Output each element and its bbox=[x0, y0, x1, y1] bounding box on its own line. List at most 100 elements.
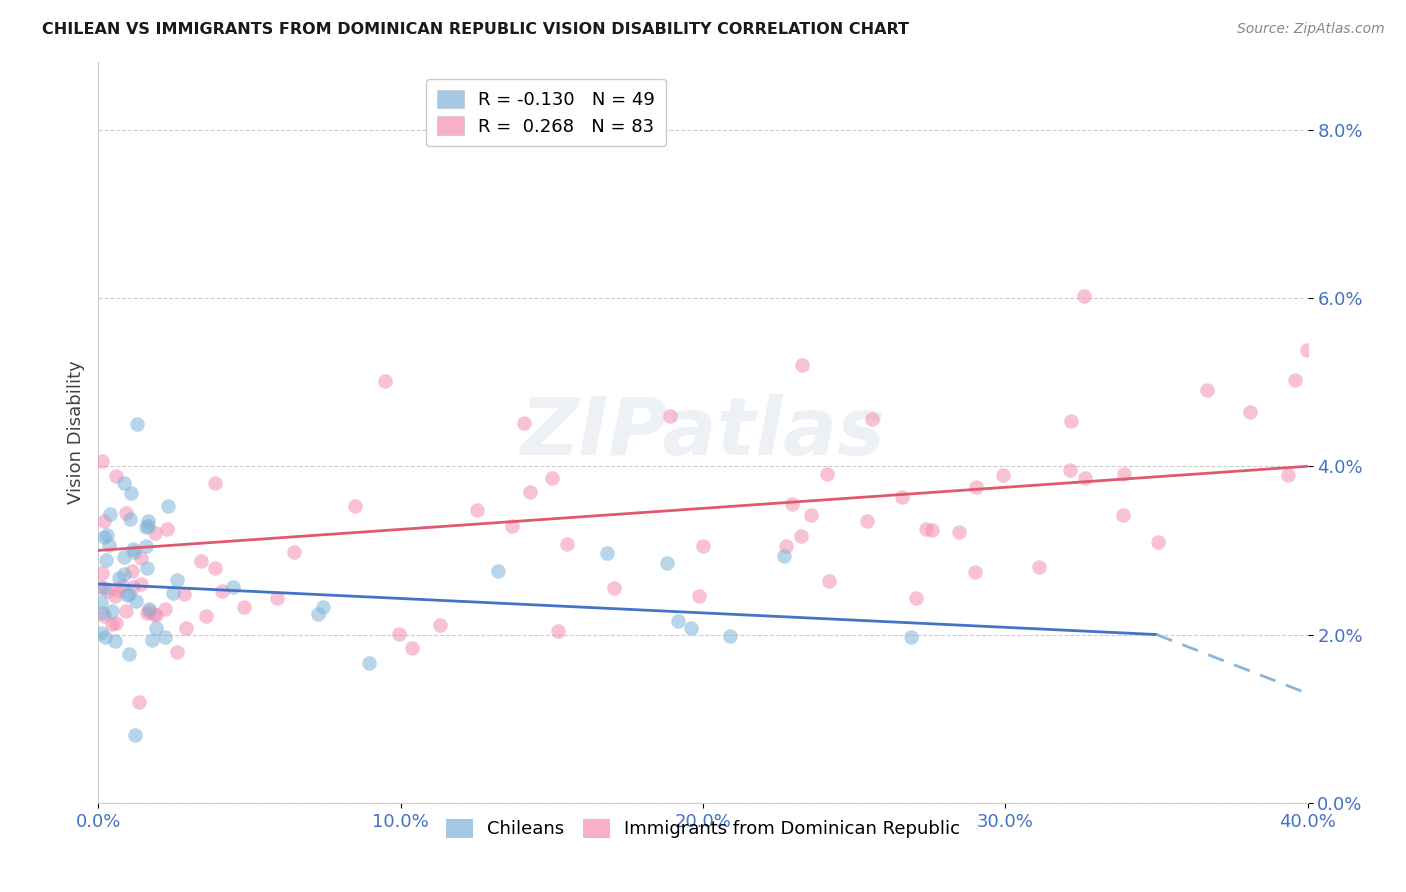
Point bbox=[112, 566, 135, 581]
Point bbox=[1277, 467, 1299, 482]
Point bbox=[782, 497, 804, 511]
Point bbox=[429, 618, 451, 632]
Point bbox=[501, 518, 523, 533]
Point bbox=[818, 574, 841, 589]
Text: ZIPatlas: ZIPatlas bbox=[520, 393, 886, 472]
Point bbox=[118, 648, 141, 662]
Point bbox=[90, 625, 112, 640]
Point bbox=[90, 580, 112, 594]
Point bbox=[312, 599, 335, 614]
Point bbox=[153, 601, 176, 615]
Text: Source: ZipAtlas.com: Source: ZipAtlas.com bbox=[1237, 22, 1385, 37]
Point bbox=[96, 528, 118, 542]
Point bbox=[93, 514, 115, 528]
Point bbox=[547, 624, 569, 638]
Point bbox=[948, 525, 970, 540]
Point bbox=[860, 412, 883, 426]
Point bbox=[98, 539, 121, 553]
Point bbox=[118, 587, 141, 601]
Point bbox=[155, 630, 177, 644]
Point bbox=[666, 614, 689, 628]
Point bbox=[222, 580, 245, 594]
Point bbox=[115, 588, 138, 602]
Point bbox=[93, 581, 115, 595]
Point bbox=[166, 573, 188, 587]
Point bbox=[790, 529, 813, 543]
Point bbox=[388, 627, 411, 641]
Point bbox=[775, 539, 797, 553]
Point bbox=[283, 545, 305, 559]
Point bbox=[173, 587, 195, 601]
Point bbox=[94, 630, 117, 644]
Point bbox=[1239, 404, 1261, 418]
Point bbox=[815, 467, 838, 481]
Point bbox=[122, 580, 145, 594]
Point bbox=[124, 729, 146, 743]
Point bbox=[135, 539, 157, 553]
Point bbox=[141, 632, 163, 647]
Point bbox=[233, 599, 256, 614]
Point bbox=[1059, 463, 1081, 477]
Point bbox=[166, 645, 188, 659]
Point bbox=[101, 617, 124, 632]
Point bbox=[98, 507, 121, 521]
Point bbox=[679, 621, 702, 635]
Point bbox=[540, 471, 562, 485]
Point bbox=[359, 656, 381, 670]
Point bbox=[555, 537, 578, 551]
Point bbox=[156, 522, 179, 536]
Point bbox=[112, 549, 135, 564]
Point bbox=[135, 520, 157, 534]
Point bbox=[138, 604, 160, 618]
Point bbox=[136, 514, 159, 528]
Point bbox=[115, 506, 138, 520]
Point bbox=[94, 552, 117, 566]
Point bbox=[204, 475, 226, 490]
Point bbox=[93, 530, 115, 544]
Point bbox=[718, 629, 741, 643]
Point bbox=[104, 589, 127, 603]
Point bbox=[136, 606, 159, 620]
Point bbox=[104, 634, 127, 648]
Point bbox=[90, 566, 112, 580]
Point bbox=[655, 556, 678, 570]
Point bbox=[1112, 508, 1135, 523]
Point bbox=[596, 546, 619, 560]
Point bbox=[145, 621, 167, 635]
Point bbox=[138, 602, 160, 616]
Y-axis label: Vision Disability: Vision Disability bbox=[66, 360, 84, 505]
Point bbox=[93, 609, 115, 624]
Point bbox=[125, 594, 148, 608]
Point bbox=[692, 539, 714, 553]
Point bbox=[128, 695, 150, 709]
Point bbox=[486, 564, 509, 578]
Point bbox=[97, 584, 120, 599]
Point bbox=[162, 586, 184, 600]
Point bbox=[1197, 383, 1219, 397]
Point bbox=[1073, 289, 1095, 303]
Point bbox=[190, 554, 212, 568]
Point bbox=[603, 581, 626, 595]
Point bbox=[1028, 559, 1050, 574]
Point bbox=[1295, 343, 1317, 357]
Point bbox=[900, 631, 922, 645]
Point bbox=[121, 565, 143, 579]
Point bbox=[688, 589, 710, 603]
Point bbox=[107, 583, 129, 598]
Point bbox=[307, 607, 329, 622]
Point bbox=[174, 621, 197, 635]
Point bbox=[658, 409, 681, 424]
Point bbox=[157, 500, 180, 514]
Point bbox=[122, 544, 145, 558]
Point bbox=[131, 551, 153, 566]
Point bbox=[1074, 470, 1097, 484]
Point bbox=[904, 591, 927, 605]
Point bbox=[108, 571, 131, 585]
Point bbox=[890, 491, 912, 505]
Point bbox=[914, 522, 936, 536]
Point bbox=[120, 486, 142, 500]
Point bbox=[112, 476, 135, 491]
Point bbox=[145, 607, 167, 622]
Point bbox=[374, 374, 396, 388]
Point bbox=[204, 561, 226, 575]
